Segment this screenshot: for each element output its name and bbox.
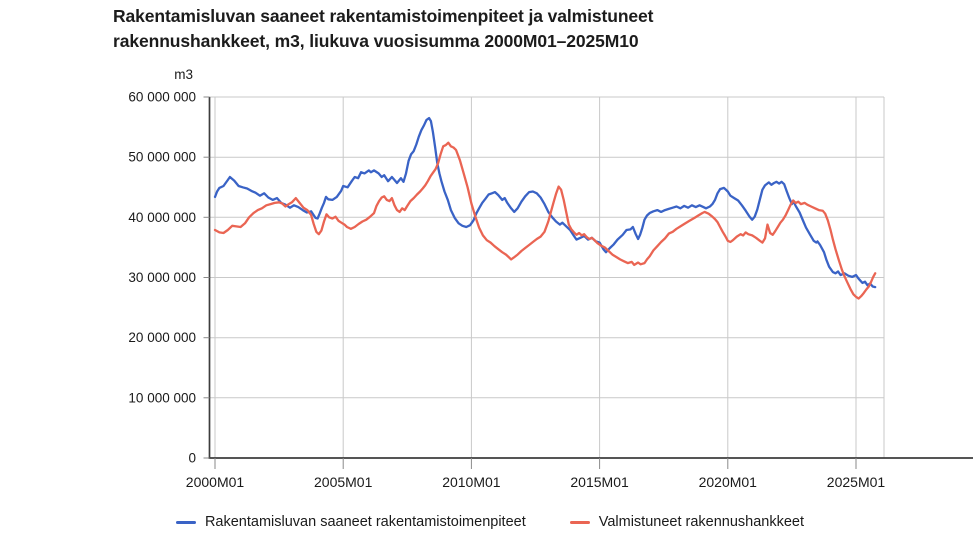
chart-title-line1: Rakentamisluvan saaneet rakentamistoimen… [113, 6, 654, 26]
x-axis-tick-label: 2020M01 [699, 474, 758, 490]
y-axis-unit-label: m3 [174, 67, 193, 82]
chart-title-line2: rakennushankkeet, m3, liukuva vuosisumma… [113, 31, 639, 52]
y-axis-tick-label: 0 [188, 451, 196, 466]
legend-item-completed: Valmistuneet rakennushankkeet [569, 514, 805, 530]
x-axis-tick-label: 2025M01 [827, 474, 886, 490]
legend-item-permits: Rakentamisluvan saaneet rakentamistoimen… [175, 514, 526, 530]
legend-label-completed: Valmistuneet rakennushankkeet [598, 514, 805, 530]
x-axis-tick-label: 2015M01 [570, 474, 629, 490]
y-axis-tick-label: 30 000 000 [128, 270, 196, 285]
series-line-0 [213, 116, 877, 289]
legend-label-permits: Rakentamisluvan saaneet rakentamistoimen… [204, 514, 526, 530]
y-axis-tick-label: 20 000 000 [128, 330, 196, 345]
y-axis-tick-label: 10 000 000 [128, 390, 196, 405]
chart-title: Rakentamisluvan saaneet rakentamistoimen… [113, 4, 654, 55]
y-axis-tick-label: 60 000 000 [128, 90, 196, 105]
y-axis-tick-label: 40 000 000 [128, 210, 196, 225]
legend-dash-permits-icon [175, 520, 196, 524]
legend-dash-completed-icon [569, 520, 590, 524]
x-axis-tick-label: 2005M01 [314, 474, 373, 490]
x-axis-tick-label: 2010M01 [442, 474, 501, 490]
series-line-1 [213, 141, 877, 300]
x-axis-tick-label: 2000M01 [186, 474, 245, 490]
y-axis-tick-label: 50 000 000 [128, 150, 196, 165]
chart-legend: Rakentamisluvan saaneet rakentamistoimen… [0, 514, 980, 530]
